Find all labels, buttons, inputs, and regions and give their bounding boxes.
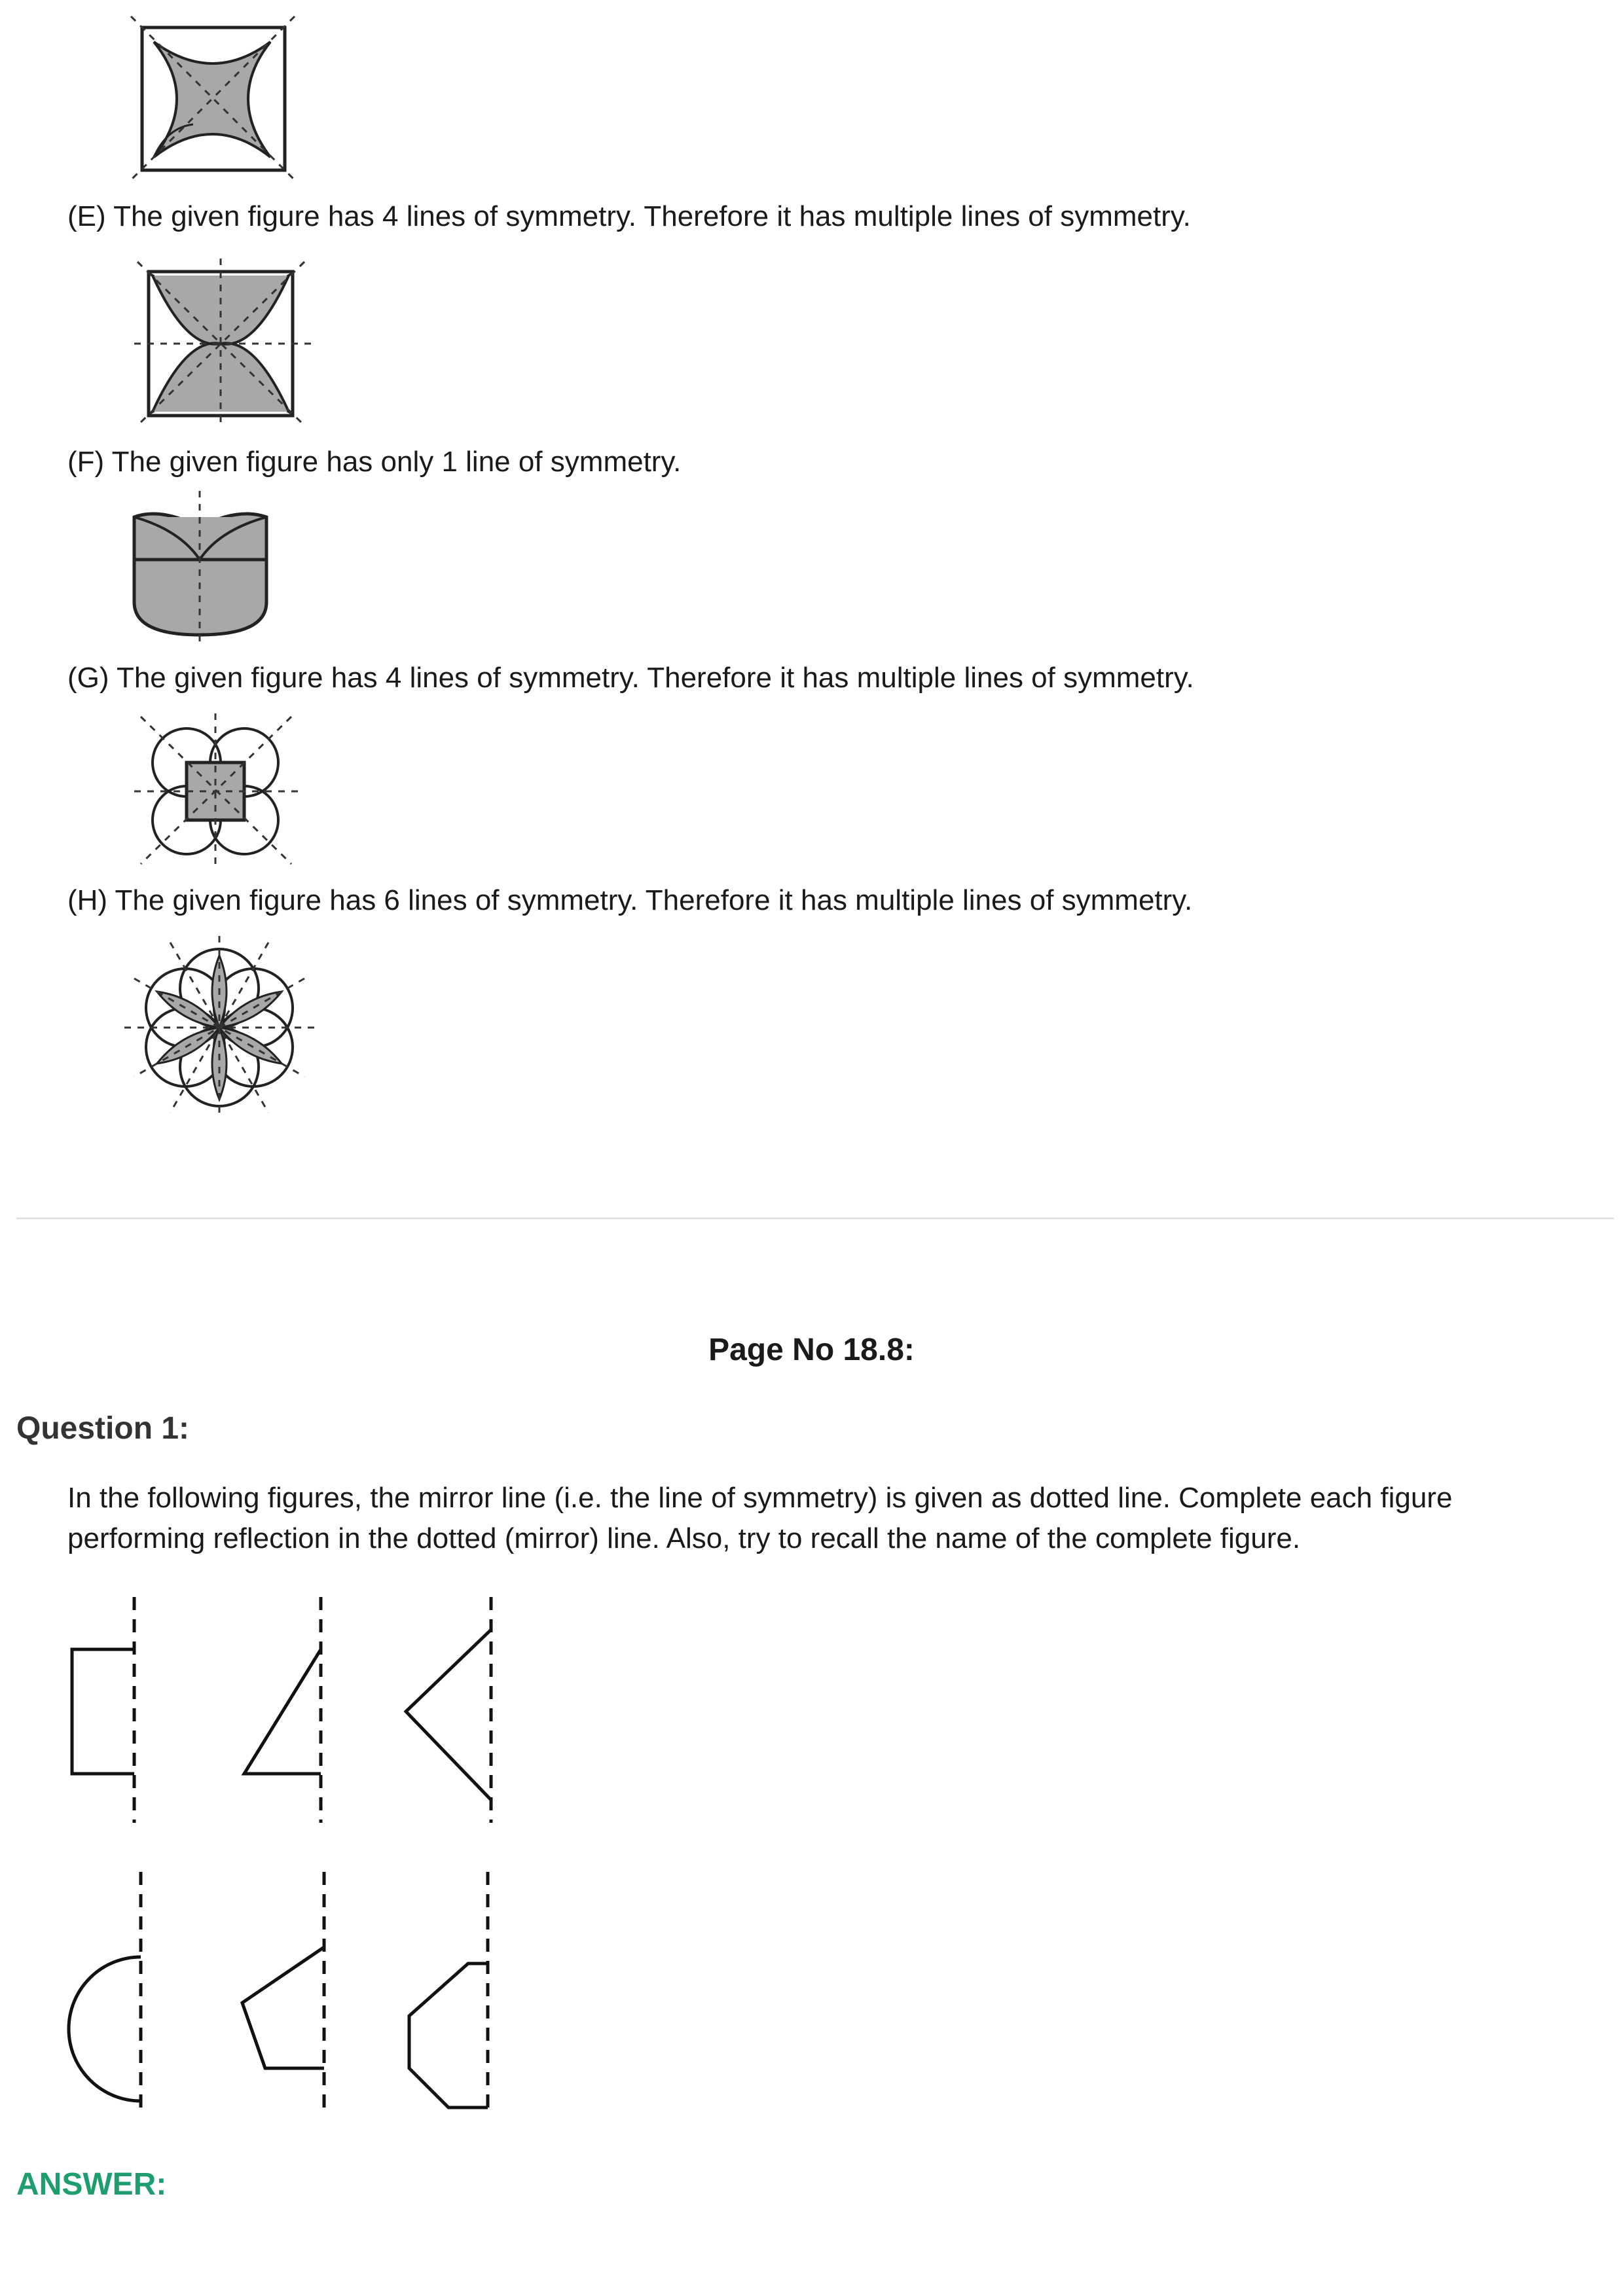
statement-f: (F) The given figure has only 1 line of … <box>67 446 682 478</box>
figure-tulip <box>128 491 278 648</box>
figure-curved-square <box>128 13 298 181</box>
figure-six-petal-flower <box>124 936 314 1119</box>
question-line-1: In the following figures, the mirror lin… <box>67 1482 1453 1514</box>
question-line-2: performing reflection in the dotted (mir… <box>67 1522 1301 1554</box>
figure-half-rhombus <box>403 1597 493 1823</box>
statement-e: (E) The given figure has 4 lines of symm… <box>67 200 1191 232</box>
question-figures <box>59 1597 517 2109</box>
question-title: Question 1: <box>16 1411 190 1446</box>
question-text: In the following figures, the mirror lin… <box>67 1478 1586 1559</box>
page-heading: Page No 18.8: <box>708 1333 915 1367</box>
figure-four-circles <box>134 713 298 867</box>
statement-g: (G) The given figure has 4 lines of symm… <box>67 662 1194 694</box>
figure-half-hexagon-1 <box>240 1872 326 2108</box>
figure-half-circle <box>67 1872 143 2108</box>
figure-half-rectangle <box>70 1597 136 1823</box>
figure-star-in-square <box>134 259 311 429</box>
answer-label: ANSWER: <box>16 2167 167 2202</box>
statement-h: (H) The given figure has 6 lines of symm… <box>67 884 1193 916</box>
figure-half-triangle <box>241 1597 323 1823</box>
section-divider <box>16 1217 1614 1219</box>
figure-half-hexagon-2 <box>407 1872 490 2109</box>
